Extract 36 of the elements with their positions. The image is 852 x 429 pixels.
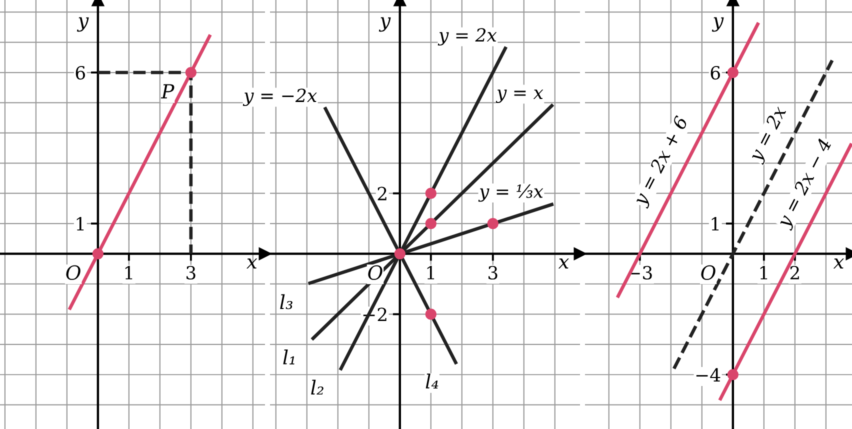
annotation: l₂ (311, 380, 324, 395)
series-label: y = −2x (242, 88, 317, 106)
text: y = 2x + 6 (632, 115, 692, 209)
x-tick-label: 3 (488, 266, 498, 280)
annotation: l₄ (426, 374, 438, 388)
x-axis-title: x (833, 258, 844, 269)
x-tick-label: 3 (186, 266, 196, 280)
annotation: O (368, 265, 382, 280)
annotation: O (701, 265, 716, 280)
series-label: y = x (496, 90, 544, 103)
annotation: l₃ (280, 294, 292, 310)
y-tick-label: −4 (696, 368, 720, 382)
x-tick-label: 2 (790, 266, 799, 280)
y-axis-title: y (712, 17, 724, 32)
series-label: y = 2x (438, 28, 497, 46)
annotation: P (160, 84, 174, 98)
x-axis-title: x (246, 258, 258, 269)
y-axis-title: y (378, 17, 391, 32)
x-tick-label: 1 (427, 266, 434, 280)
x-tick-label: 1 (125, 266, 132, 280)
x-tick-label: 1 (760, 266, 768, 280)
point (425, 188, 436, 199)
annotation: O (66, 265, 80, 280)
point (425, 218, 436, 230)
y-axis-title: y (76, 17, 89, 32)
text: y = 2x − 4 (776, 138, 836, 231)
y-tick-label: 6 (76, 66, 85, 80)
point (425, 308, 436, 320)
annotation: l₁ (283, 349, 294, 364)
text: y = 2x (748, 104, 790, 165)
point (394, 248, 406, 260)
x-axis-title: x (558, 258, 569, 269)
y-tick-label: 6 (710, 66, 720, 80)
y-tick-label: 1 (712, 217, 719, 230)
series-label: y = ⅓x (478, 184, 544, 202)
point (487, 218, 498, 230)
